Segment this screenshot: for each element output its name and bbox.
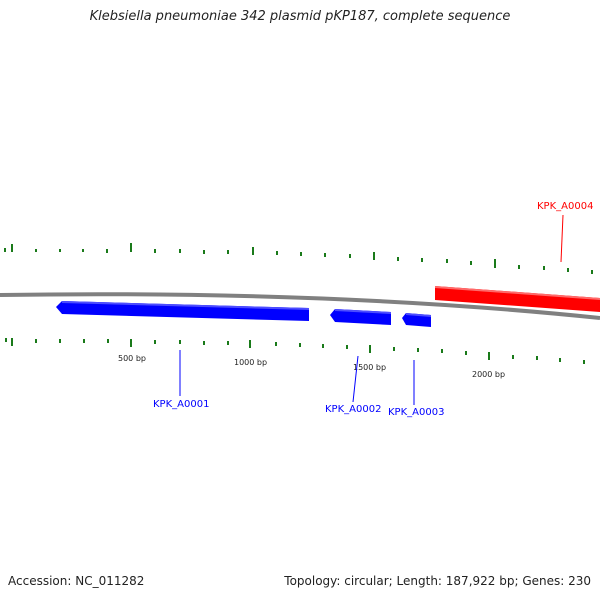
- gene-KPK_A0002-arrow[interactable]: [330, 309, 391, 325]
- ruler-label-1000: 1000 bp: [234, 358, 267, 367]
- gene-label-KPK_A0001[interactable]: KPK_A0001: [153, 399, 209, 410]
- ruler-label-1500: 1500 bp: [353, 363, 386, 372]
- map-title: Klebsiella pneumoniae 342 plasmid pKP187…: [89, 9, 511, 24]
- gene-label-KPK_A0004[interactable]: KPK_A0004: [537, 201, 593, 212]
- outer-tick-row: [4, 243, 593, 274]
- sequence-summary: Topology: circular; Length: 187,922 bp; …: [284, 574, 591, 588]
- ruler-label-500: 500 bp: [118, 354, 146, 363]
- gene-label-KPK_A0003[interactable]: KPK_A0003: [388, 407, 444, 418]
- plasmid-backbone: [0, 292, 600, 320]
- gene-KPK_A0002-leader: [352, 355, 359, 403]
- inner-tick-row: [5, 338, 585, 364]
- gene-KPK_A0001-arrow[interactable]: [56, 301, 309, 321]
- gene-KPK_A0004-arrow[interactable]: [435, 286, 600, 312]
- gene-KPK_A0004-leader: [560, 214, 564, 263]
- ruler-label-2000: 2000 bp: [472, 370, 505, 379]
- gene-label-KPK_A0002[interactable]: KPK_A0002: [325, 404, 381, 415]
- accession-label: Accession: NC_011282: [8, 574, 145, 588]
- gene-KPK_A0003-arrow[interactable]: [402, 313, 431, 327]
